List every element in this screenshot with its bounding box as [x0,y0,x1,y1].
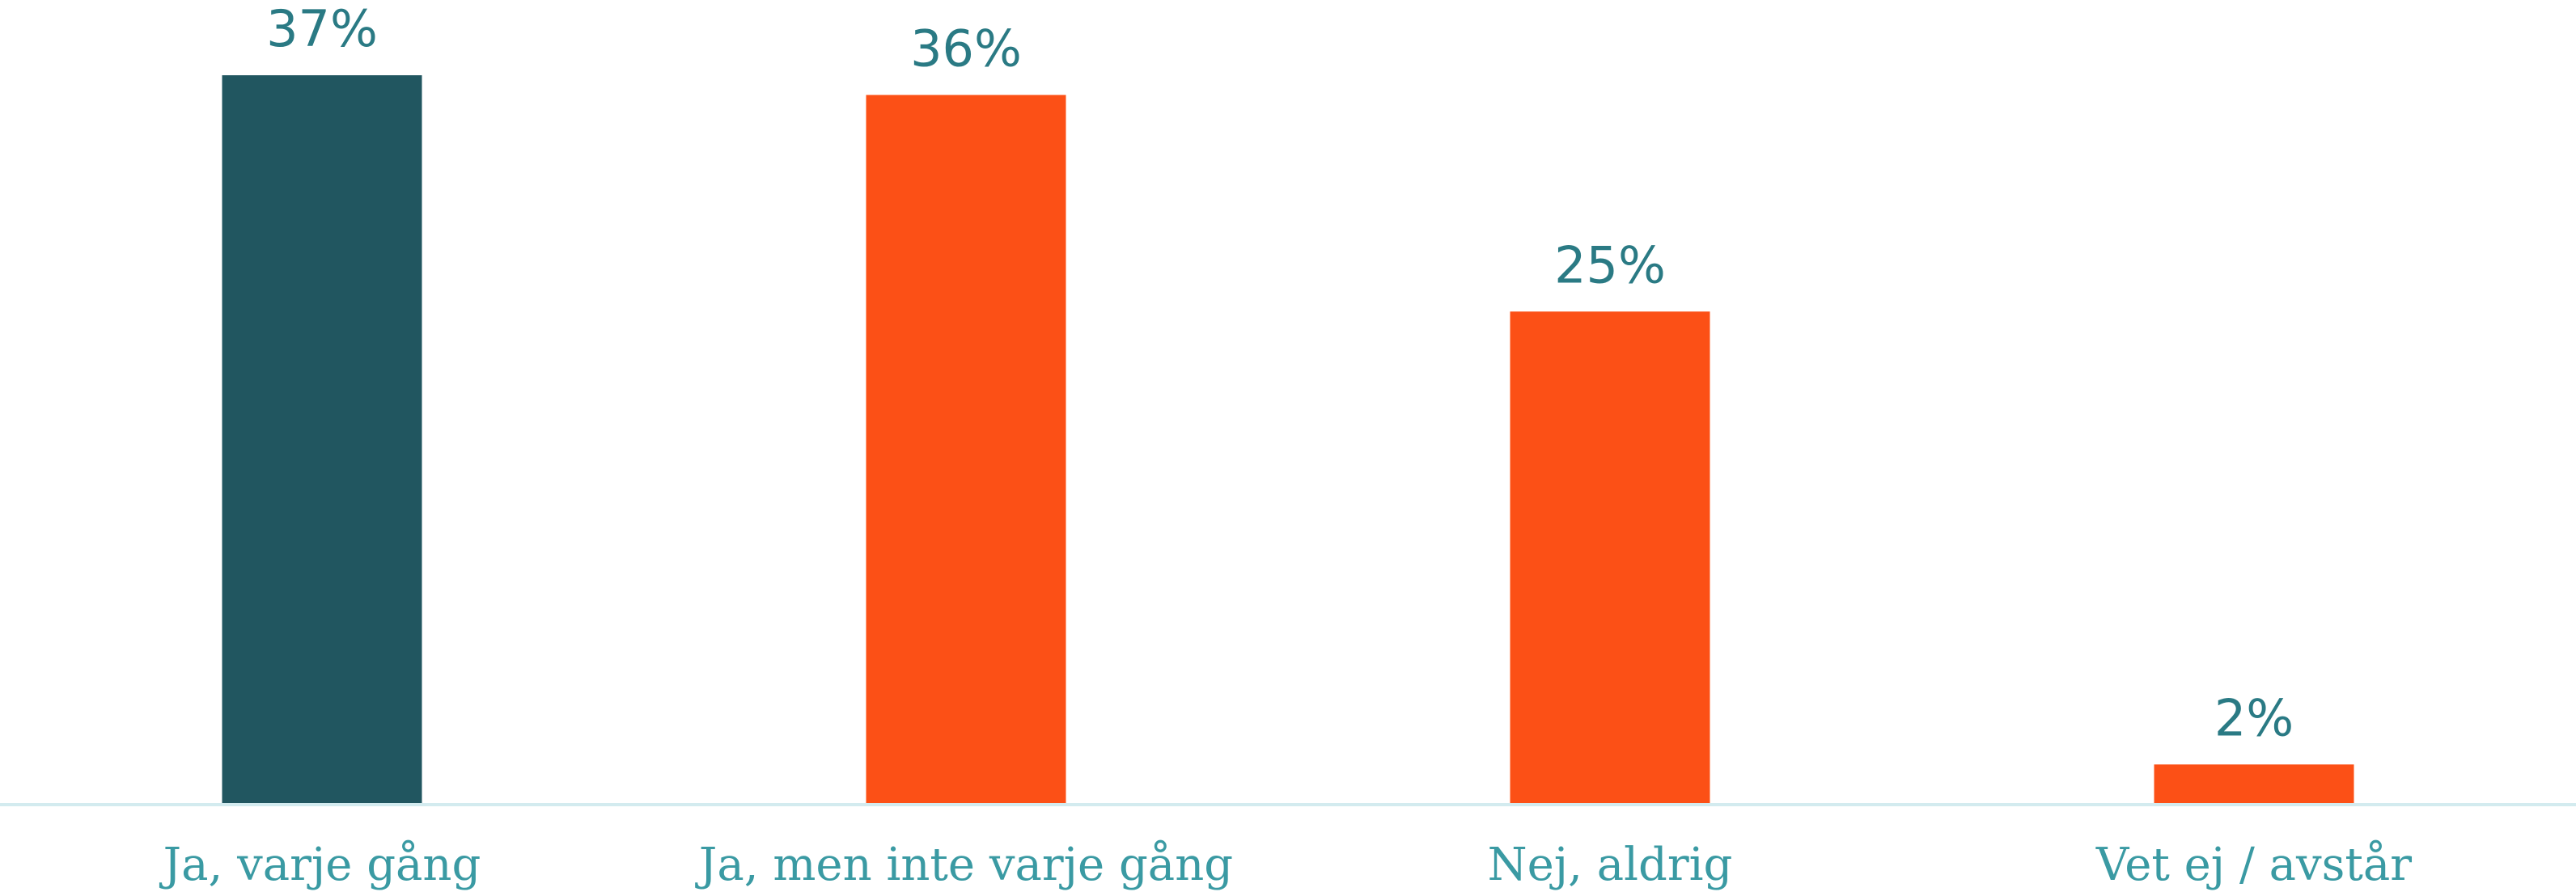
bar [222,75,422,805]
category-labels: Ja, varje gång Ja, men inte varje gång Nej… [159,839,2413,891]
category-label: Ja, men inte varje gång [695,839,1233,891]
bar [1510,311,1710,804]
bar-value-label: 37% [266,0,378,58]
bar-value-label: 2% [2214,688,2294,747]
bar-value-label: 36% [910,19,1022,78]
category-label: Nej, aldrig [1488,839,1733,891]
bar [866,95,1066,804]
category-label: Vet ej / avstår [2095,839,2412,891]
bars: 37% 36% 25% 2% [222,0,2354,805]
bar [2154,764,2354,804]
bar-value-label: 25% [1554,235,1666,294]
category-label: Ja, varje gång [159,839,481,891]
